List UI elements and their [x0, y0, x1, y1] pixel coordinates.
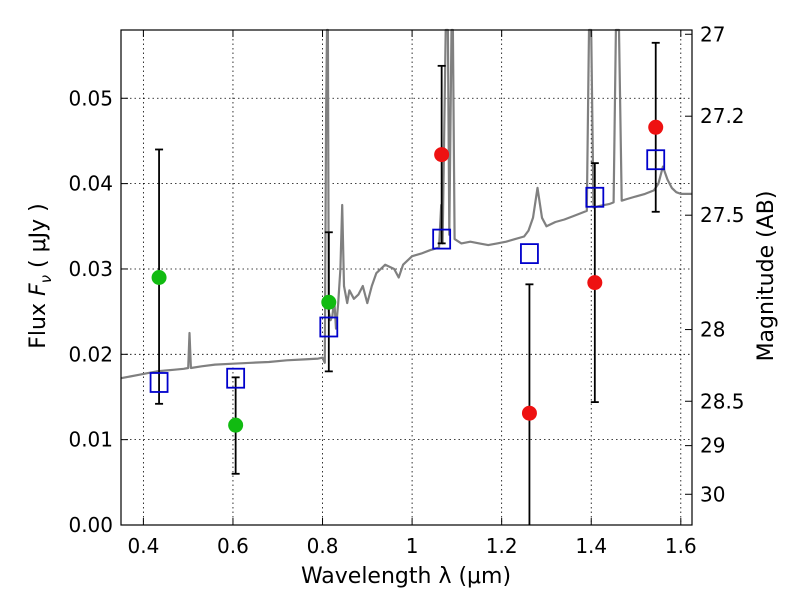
model-point	[149, 372, 169, 393]
x-tick-label: 0.4	[127, 534, 159, 558]
y-tick-label: 0.03	[68, 257, 113, 281]
mag-tick-label: 28.5	[700, 389, 745, 413]
y-tick-label: 0.04	[68, 172, 113, 196]
measured-point	[648, 119, 664, 135]
y-axis-label-subscript: ν	[37, 275, 55, 283]
plot-frame	[120, 29, 693, 526]
y-axis-label-symbol: F	[26, 283, 51, 296]
x-tick-label: 1	[406, 534, 419, 558]
model-point	[432, 228, 452, 250]
model-points	[149, 149, 666, 393]
model-point	[319, 316, 339, 338]
model-point	[520, 243, 539, 265]
model-point	[585, 186, 605, 208]
model-point	[226, 367, 246, 389]
mag-tick-label: 27.5	[700, 203, 745, 227]
y-tick-label: 0.02	[68, 342, 113, 366]
right-axis-label: Magnitude (AB)	[754, 191, 779, 362]
x-tick-label: 0.6	[217, 534, 249, 558]
ticks: 0.4 0.6 0.8 1 1.2 1.4 1.6 0.00 0.01 0.02 0.03 0.04 0…	[68, 22, 744, 558]
measured-point	[151, 270, 167, 285]
x-tick-label: 1.6	[665, 534, 697, 558]
mag-tick-label: 30	[700, 482, 725, 506]
measured-point	[434, 147, 450, 163]
model-point	[646, 149, 666, 171]
measured-points	[151, 119, 664, 433]
y-tick-label: 0.00	[68, 513, 113, 537]
grid	[121, 30, 692, 525]
mag-tick-label: 29	[700, 434, 725, 458]
x-tick-label: 1.4	[575, 534, 607, 558]
measured-point	[321, 294, 337, 310]
mag-tick-label: 27	[700, 22, 725, 46]
x-tick-label: 1.2	[486, 534, 518, 558]
spectrum	[120, 28, 692, 380]
y-tick-label: 0.01	[68, 428, 113, 452]
measured-point	[587, 275, 603, 291]
y-tick-label: 0.05	[68, 86, 113, 110]
error-bars	[155, 41, 660, 525]
spectrum-line	[120, 28, 692, 380]
y-axis-label: Flux Fν ( μJy )	[26, 203, 55, 348]
measured-point	[228, 417, 244, 433]
mag-tick-label: 28	[700, 318, 725, 342]
measured-point	[521, 405, 537, 421]
x-tick-label: 0.8	[307, 534, 339, 558]
mag-tick-label: 27.2	[700, 104, 745, 128]
x-axis-label: Wavelength λ (μm)	[301, 564, 511, 589]
y-axis-label-units: ( μJy )	[26, 203, 51, 275]
y-axis-label-prefix: Flux	[26, 296, 51, 349]
